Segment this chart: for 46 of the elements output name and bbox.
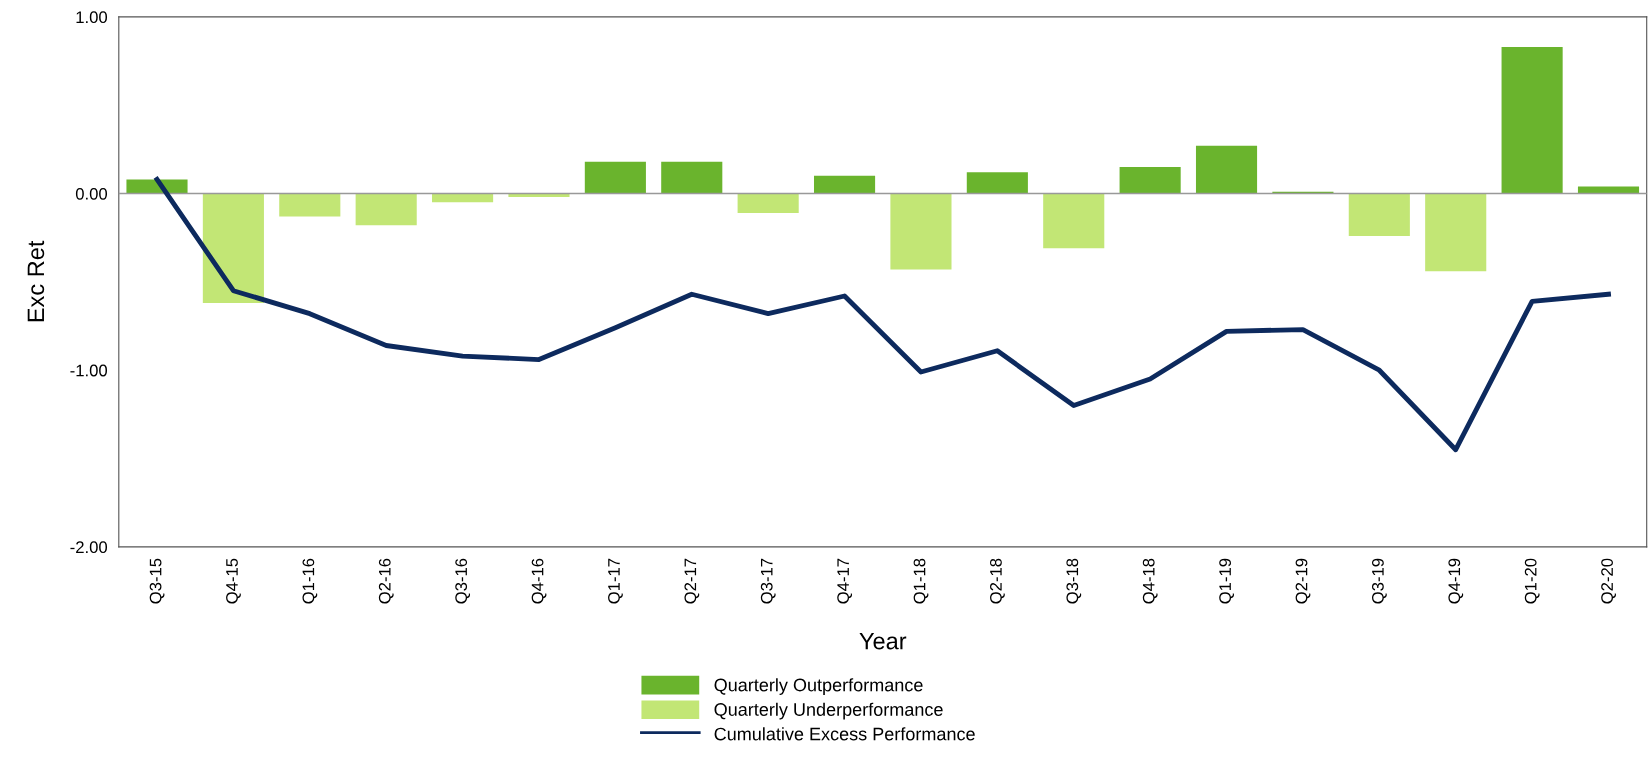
x-tick-label: Q2-19 <box>1295 558 1311 604</box>
x-tick-label: Q4-19 <box>1448 558 1464 604</box>
x-tick-label: Q1-16 <box>302 558 318 604</box>
x-tick-label: Q3-17 <box>760 558 776 604</box>
y-tick-label: -1.00 <box>70 364 108 377</box>
y-tick-label: -2.00 <box>70 541 108 554</box>
x-tick-label: Q4-15 <box>226 558 241 604</box>
x-tick-label: Q1-18 <box>913 558 929 604</box>
x-tick-label: Q2-18 <box>990 558 1005 604</box>
x-tick-label: Q2-20 <box>1601 558 1616 604</box>
bar <box>202 193 264 304</box>
x-tick-label: Q3-18 <box>1066 558 1082 604</box>
bar <box>279 193 341 217</box>
bar <box>1119 167 1181 194</box>
legend-label: Quarterly Outperformance <box>714 678 923 695</box>
bar <box>1043 193 1105 249</box>
legend-label: Cumulative Excess Performance <box>714 727 975 741</box>
x-tick-label: Q3-15 <box>149 558 165 604</box>
bar <box>1501 46 1563 194</box>
x-tick-label: Q1-19 <box>1219 558 1234 604</box>
line-series <box>154 176 1611 453</box>
legend-label: Quarterly Underperformance <box>714 702 943 720</box>
bar <box>1195 145 1258 194</box>
x-tick-label: Q4-18 <box>1142 558 1158 604</box>
bar <box>355 193 417 226</box>
bar <box>432 193 494 203</box>
bar <box>966 172 1028 194</box>
x-tick-label: Q1-20 <box>1524 558 1540 604</box>
bar <box>737 193 799 213</box>
x-axis-title: Year <box>859 632 907 650</box>
y-axis-title: Exc Ret <box>27 240 45 322</box>
y-tick-label: 0.00 <box>75 187 108 200</box>
y-tick-label: 1.00 <box>76 11 108 24</box>
x-tick-label: Q4-16 <box>531 558 547 604</box>
x-tick-label: Q3-19 <box>1371 558 1387 604</box>
bar <box>890 193 952 270</box>
x-tick-label: Q2-16 <box>378 558 394 604</box>
bar <box>584 161 646 194</box>
x-tick-label: Q2-17 <box>684 558 700 604</box>
bar <box>661 161 723 194</box>
x-tick-label: Q4-17 <box>837 558 853 604</box>
bar <box>1425 193 1487 272</box>
x-tick-label: Q3-16 <box>455 558 471 604</box>
x-tick-label: Q1-17 <box>608 558 623 604</box>
bar <box>1348 193 1410 236</box>
bar <box>813 175 876 194</box>
